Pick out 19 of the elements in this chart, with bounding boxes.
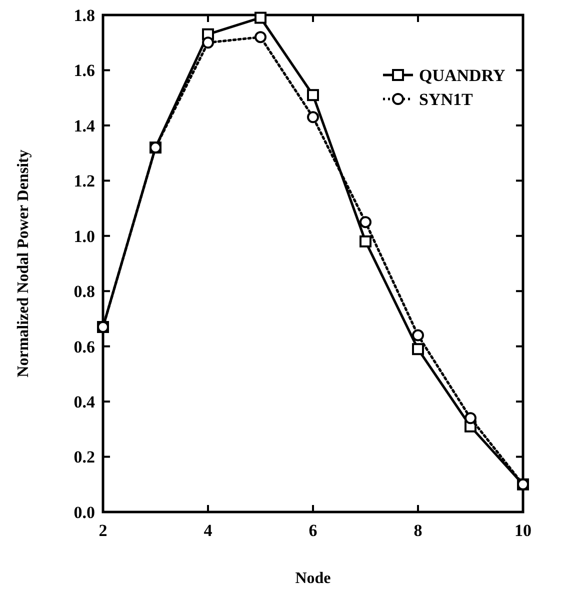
y-tick-label: 0.6 — [74, 337, 95, 356]
y-tick-label: 1.0 — [74, 226, 95, 246]
x-axis-title: Node — [295, 570, 331, 587]
legend-label: SYN1T — [419, 90, 474, 109]
x-tick-label: 4 — [204, 521, 213, 540]
x-tick-label: 8 — [414, 521, 422, 540]
x-tick-label: 10 — [514, 521, 532, 540]
y-tick-label: 0.4 — [74, 392, 96, 412]
y-tick-label: 0.8 — [74, 282, 95, 302]
y-axis-title: Normalized Nodal Power Density — [15, 150, 32, 378]
y-tick-label: 0.0 — [74, 502, 95, 522]
legend-label: QUANDRY — [419, 66, 506, 85]
y-tick-label: 1.8 — [74, 6, 95, 25]
x-tick-label: 6 — [308, 521, 318, 540]
y-tick-label: 1.4 — [74, 116, 96, 136]
y-tick-label: 1.6 — [74, 61, 95, 80]
y-tick-label: 0.2 — [74, 448, 95, 467]
x-tick-label: 2 — [98, 521, 108, 540]
y-tick-label: 1.2 — [74, 172, 95, 191]
